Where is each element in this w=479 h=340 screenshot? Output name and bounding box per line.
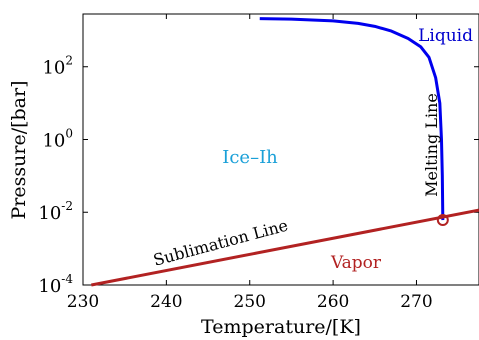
- x-tick-label: 230: [67, 292, 99, 312]
- plot-area: [82, 13, 479, 286]
- vapor-region-label: Vapor: [330, 253, 382, 273]
- x-tick-label: 270: [400, 292, 432, 312]
- y-axis-label: Pressure/[bar]: [8, 81, 30, 220]
- y-tick-label: 10-2: [38, 199, 73, 224]
- axes-frame: [82, 13, 479, 286]
- liquid-region-label: Liquid: [418, 26, 473, 46]
- y-tick-label: 100: [42, 126, 73, 151]
- x-tick-label: 260: [317, 292, 349, 312]
- x-axis-label: Temperature/[K]: [201, 316, 361, 338]
- series-line-melting-line: [259, 17, 445, 221]
- y-axis: 10-4 10-2 100 102: [38, 54, 479, 297]
- series-line-sublimation-line: [91, 208, 479, 287]
- y-tick-label: 102: [42, 54, 73, 79]
- melting-line-label: Melting Line: [422, 93, 441, 197]
- x-tick-label: 250: [234, 292, 266, 312]
- series-layer: [91, 17, 479, 287]
- triple-point-marker: [436, 214, 449, 227]
- x-tick-label: 240: [150, 292, 182, 312]
- x-axis: 230 240 250 260 270: [67, 14, 433, 312]
- y-tick-label: 10-4: [38, 272, 73, 297]
- ice-region-label: Ice–Ih: [222, 147, 278, 168]
